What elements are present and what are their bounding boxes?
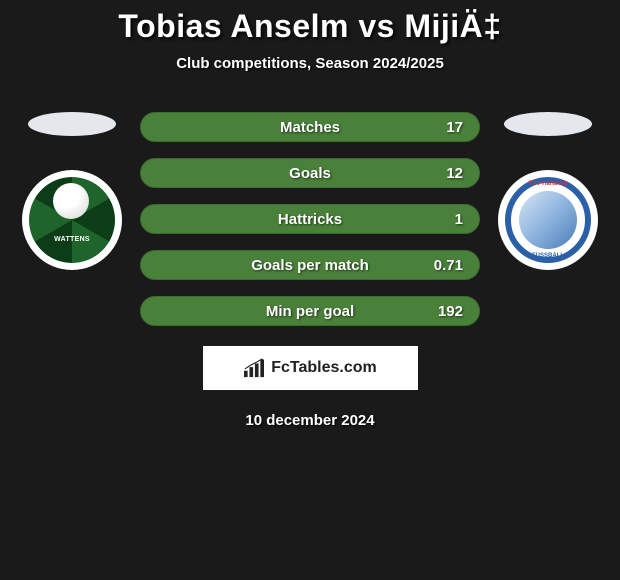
chart-icon <box>243 358 265 378</box>
stat-label: Goals <box>289 165 331 182</box>
stat-label: Matches <box>280 119 340 136</box>
stat-value: 192 <box>438 303 463 320</box>
stat-value: 17 <box>446 119 463 136</box>
left-player-ellipse <box>28 112 116 136</box>
right-team-badge: TSV Hartberg FUSSBALL <box>498 170 598 270</box>
soccer-ball-icon <box>53 183 89 219</box>
stat-label: Min per goal <box>266 303 354 320</box>
brand-box[interactable]: FcTables.com <box>203 346 418 390</box>
left-column: WATTENS <box>22 112 122 270</box>
tsv-badge-top-text: TSV Hartberg <box>511 181 585 187</box>
stat-value: 1 <box>455 211 463 228</box>
tsv-badge-bottom-text: FUSSBALL <box>511 253 585 259</box>
stat-value: 0.71 <box>434 257 463 274</box>
stat-bar: Goals 12 <box>140 158 480 188</box>
stat-label: Hattricks <box>278 211 342 228</box>
stats-column: Matches 17 Goals 12 Hattricks 1 Goals per matc… <box>140 112 480 326</box>
right-player-ellipse <box>504 112 592 136</box>
stat-label: Goals per match <box>251 257 369 274</box>
wsg-badge-icon: WATTENS <box>29 177 115 263</box>
tsv-badge-inner-icon <box>519 191 577 249</box>
stat-bar: Goals per match 0.71 <box>140 250 480 280</box>
stat-bar: Matches 17 <box>140 112 480 142</box>
right-column: TSV Hartberg FUSSBALL <box>498 112 598 270</box>
main-row: WATTENS Matches 17 Goals 12 Hattricks 1 Goals … <box>0 112 620 326</box>
infographic-container: Tobias Anselm vs MijiÄ‡ Club competition… <box>0 0 620 429</box>
stat-bar: Hattricks 1 <box>140 204 480 234</box>
stat-value: 12 <box>446 165 463 182</box>
left-team-badge: WATTENS <box>22 170 122 270</box>
brand-text: FcTables.com <box>271 359 377 377</box>
date-text: 10 december 2024 <box>245 412 374 429</box>
page-title: Tobias Anselm vs MijiÄ‡ <box>118 8 501 45</box>
tsv-badge-icon: TSV Hartberg FUSSBALL <box>505 177 591 263</box>
subtitle: Club competitions, Season 2024/2025 <box>176 55 444 72</box>
wsg-badge-label: WATTENS <box>29 236 115 243</box>
stat-bar: Min per goal 192 <box>140 296 480 326</box>
